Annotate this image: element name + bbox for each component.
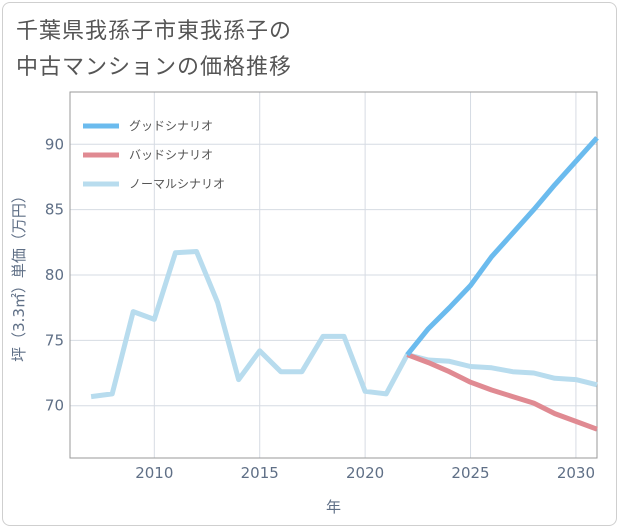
- chart-title-line-1: 千葉県我孫子市東我孫子の: [16, 19, 293, 44]
- y-axis-ticks: 70 75 80 85 90: [45, 135, 64, 414]
- y-tick-label-75: 75: [45, 331, 64, 349]
- legend-label-normal: ノーマルシナリオ: [129, 177, 225, 191]
- x-tick-label-2020: 2020: [346, 464, 384, 482]
- chart-card: [2, 2, 617, 526]
- x-tick-label-2010: 2010: [135, 464, 173, 482]
- plot-area-frame: [69, 91, 598, 459]
- grid-lines: [70, 92, 597, 458]
- x-tick-label-2025: 2025: [451, 464, 489, 482]
- y-tick-label-70: 70: [45, 397, 64, 415]
- series-line-good: [405, 136, 599, 357]
- series-line-normal: [90, 249, 598, 400]
- series-lines: [90, 136, 599, 432]
- y-axis-label: 坪（3.3㎡）単価（万円）: [10, 188, 28, 362]
- chart-title-line-2: 中古マンションの価格推移: [16, 55, 293, 80]
- chart-title: 千葉県我孫子市東我孫子の 中古マンションの価格推移: [16, 14, 292, 86]
- y-tick-label-85: 85: [45, 201, 64, 219]
- legend-label-bad: バッドシナリオ: [129, 148, 213, 162]
- y-tick-label-80: 80: [45, 266, 64, 284]
- x-axis-ticks: 2010 2015 2020 2025 2030: [135, 464, 595, 482]
- legend-label-good: グッドシナリオ: [129, 119, 213, 133]
- x-tick-label-2030: 2030: [557, 464, 595, 482]
- x-axis-label: 年: [326, 498, 341, 516]
- y-tick-label-90: 90: [45, 135, 64, 153]
- x-tick-label-2015: 2015: [241, 464, 279, 482]
- series-line-bad: [406, 352, 598, 432]
